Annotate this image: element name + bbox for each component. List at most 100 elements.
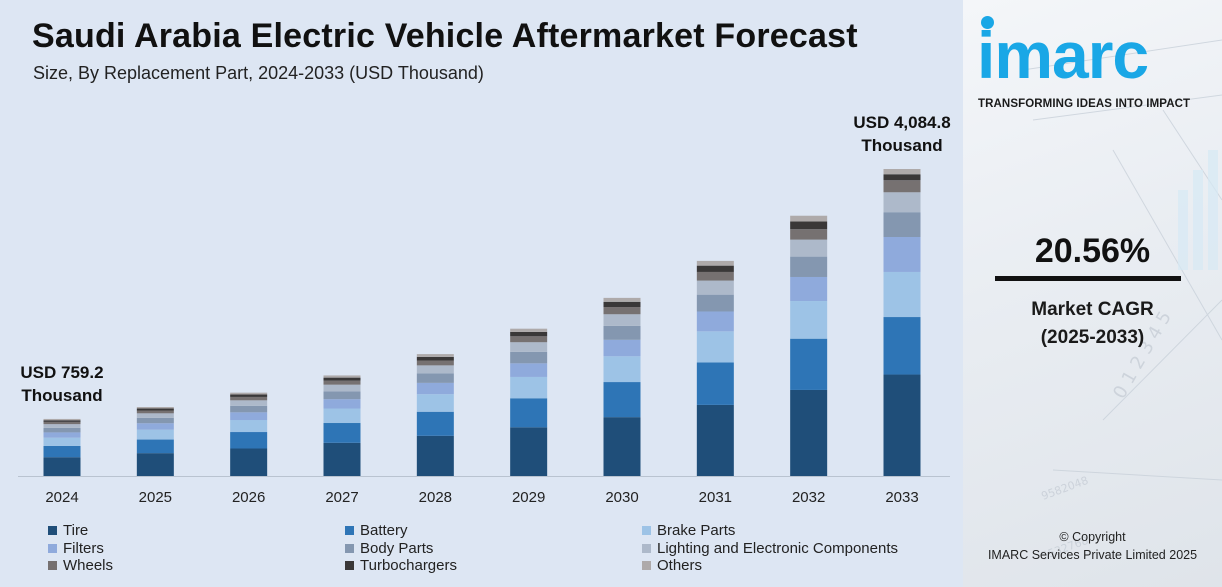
legend-item: Battery [345,521,408,539]
legend-label: Brake Parts [657,521,736,539]
x-tick-label: 2024 [45,489,78,506]
bar-segment-2028-6 [416,360,454,366]
cagr-value: 20.56% [1034,232,1151,270]
bar-segment-2026-6 [230,396,268,401]
bar-segment-2029-3 [510,363,548,377]
bar-segment-2027-7 [323,377,361,381]
bar-segment-2029-0 [510,427,548,476]
legend-label: Others [657,556,703,574]
bar-segment-2029-7 [510,331,548,337]
bar-segment-2033-2 [883,271,921,318]
svg-text:9582048: 9582048 [1040,474,1090,503]
stacked-bar-chart: 2024 2025 2026 2027 2028 2029 2030 2031 2032 2033… [18,113,951,506]
legend-item: Lighting and Electronic Components [642,539,898,557]
bar-segment-2032-6 [790,229,828,240]
logo-dot-icon [981,16,994,29]
legend-label: Turbochargers [360,556,457,574]
copyright-line-2: IMARC Services Private Limited 2025 [987,548,1198,562]
cagr-divider [995,276,1181,281]
x-tick-label: 2032 [792,489,825,506]
legend-label: Tire [63,521,89,539]
legend-swatch [48,560,57,570]
logo-tagline: TRANSFORMING IDEAS INTO IMPACT [978,98,1191,110]
legend-item: Filters [48,539,104,557]
bar-segment-2028-0 [416,435,454,476]
legend-swatch [48,543,57,553]
bar-segment-2027-3 [323,399,361,409]
x-tick-label: 2027 [325,489,358,506]
bar-segment-2032-5 [790,239,828,257]
bar-segment-2031-8 [696,260,734,266]
legend-label: Battery [360,521,408,539]
bar-segment-2032-0 [790,389,828,476]
bar-segment-2033-6 [883,180,921,193]
bar-segment-2028-8 [416,354,454,357]
bar-segment-2031-1 [696,362,734,405]
copyright-block: © Copyright IMARC Services Private Limit… [963,528,1222,564]
bar-segment-2031-5 [696,280,734,295]
bar-segment-2033-5 [883,192,921,213]
bar-segment-2024-3 [43,432,81,438]
legend-item: Wheels [48,556,113,574]
bar-segment-2027-5 [323,384,361,392]
bar-segment-2032-3 [790,276,828,302]
bar-segment-2024-2 [43,437,81,446]
bar-segment-2030-8 [603,297,641,302]
annotation-unit: Thousand [21,386,102,405]
bar-stack-2028 [416,354,454,476]
cagr-period: (2025-2033) [1040,327,1145,348]
bar-segment-2031-4 [696,294,734,312]
bar-segment-2028-7 [416,356,454,361]
bar-segment-2026-7 [230,394,268,397]
background-decoration: 0 1 2 3 4 5 9582048 5532768 [1022,39,1222,563]
bar-segment-2033-1 [883,317,921,375]
bar-stack-2026 [230,392,268,476]
chart-subtitle: Size, By Replacement Part, 2024-2033 (US… [33,63,484,83]
legend-swatch [48,525,57,535]
bar-segment-2025-2 [136,429,174,440]
bar-stack-2033 [883,169,921,476]
annotation-value: USD 4,084.8 [853,113,950,132]
legend-item: Tire [48,521,88,539]
bar-segment-2027-4 [323,391,361,400]
bar-segment-2025-0 [136,453,174,476]
bar-segment-2024-0 [43,457,81,476]
bar-stack-2027 [323,375,361,476]
bar-segment-2024-5 [43,424,81,428]
legend-swatch [642,525,651,535]
bar-segment-2032-4 [790,256,828,277]
bar-segment-2029-5 [510,342,548,352]
bar-segment-2028-5 [416,365,454,374]
bar-segment-2032-8 [790,215,828,222]
x-tick-label: 2025 [139,489,172,506]
bar-segment-2025-5 [136,413,174,418]
bar-segment-2030-5 [603,314,641,326]
bar-stack-2032 [790,215,828,476]
bar-segment-2024-8 [43,418,81,421]
bar-segment-2027-2 [323,408,361,424]
bar-segment-2031-6 [696,271,734,281]
legend-label: Lighting and Electronic Components [657,539,898,557]
bar-stack-2025 [136,407,174,476]
legend-label: Filters [63,539,104,557]
bar-stack-2029 [510,328,548,476]
chart-panel: Saudi Arabia Electric Vehicle Aftermarke… [0,0,963,587]
bar-segment-2027-1 [323,423,361,443]
legend-label: Body Parts [360,539,434,557]
legend-item: Others [642,556,702,574]
bar-segment-2031-0 [696,404,734,476]
cagr-label: Market CAGR [1031,299,1154,320]
x-tick-label: 2029 [512,489,545,506]
bar-segment-2024-4 [43,427,81,433]
legend-item: Turbochargers [345,556,457,574]
legend-item: Body Parts [345,539,433,557]
bar-segment-2031-7 [696,265,734,272]
bar-segment-2031-2 [696,331,734,363]
bar-segment-2032-7 [790,221,828,230]
bar-segment-2025-4 [136,417,174,424]
bar-segment-2027-6 [323,380,361,385]
sidebar-panel: 0 1 2 3 4 5 9582048 5532768 imarc TRANSF… [963,0,1222,587]
annotation-value: USD 759.2 [20,363,103,382]
bar-segment-2026-2 [230,420,268,433]
chart-title: Saudi Arabia Electric Vehicle Aftermarke… [32,17,858,55]
